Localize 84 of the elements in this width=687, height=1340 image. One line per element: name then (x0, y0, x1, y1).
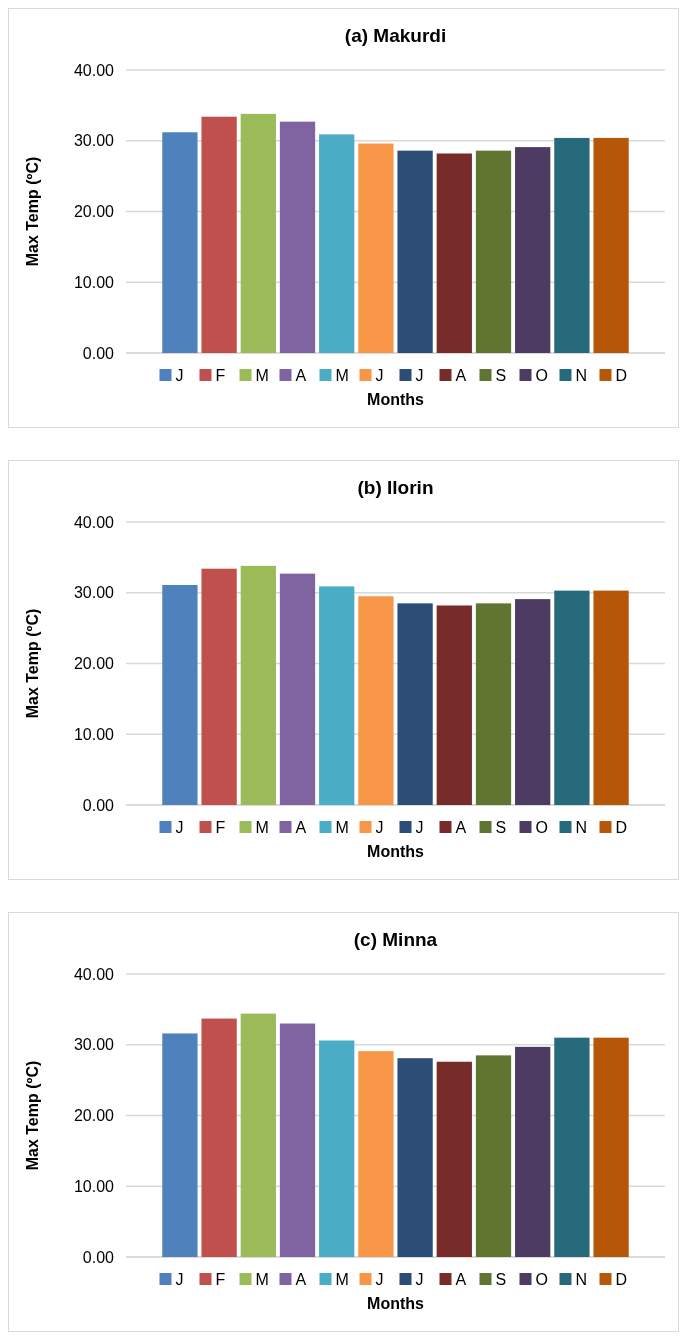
y-tick-label: 20.00 (73, 655, 115, 673)
bar (319, 1040, 355, 1257)
legend-label: A (455, 1270, 467, 1288)
y-tick-label: 40.00 (73, 965, 115, 983)
chart-title: (b) Ilorin (357, 477, 434, 498)
legend-label: S (495, 1270, 507, 1288)
y-tick-label: 40.00 (73, 61, 115, 79)
legend-label: J (175, 818, 184, 836)
y-axis-title: Max Temp (ºC) (24, 1060, 41, 1171)
y-axis-title: Max Temp (ºC) (24, 156, 41, 267)
legend-label: J (415, 1270, 424, 1288)
bar (279, 1023, 316, 1257)
legend-label: O (535, 366, 548, 384)
legend-label: M (255, 1270, 269, 1288)
bar (436, 153, 472, 353)
legend-label: J (375, 1270, 384, 1288)
bar (319, 134, 355, 353)
bar (475, 150, 512, 353)
bar (358, 143, 394, 353)
legend-label: D (615, 1270, 628, 1288)
legend-label: O (535, 1270, 548, 1288)
legend-label: J (375, 818, 384, 836)
legend-label: S (495, 818, 507, 836)
x-axis-title: Months (367, 843, 425, 860)
bar (436, 1061, 472, 1257)
x-axis-title: Months (367, 391, 425, 408)
y-tick-label: 10.00 (73, 725, 115, 743)
bar (201, 116, 237, 353)
legend-label: N (575, 1270, 588, 1288)
legend-label: N (575, 818, 588, 836)
legend-label: A (455, 366, 467, 384)
legend-label: J (415, 818, 424, 836)
bar (162, 132, 198, 353)
y-tick-label: 20.00 (73, 1107, 115, 1125)
legend-label: F (215, 366, 226, 384)
legend-label: A (295, 1270, 307, 1288)
legend-label: M (335, 818, 349, 836)
y-tick-label: 0.00 (82, 796, 115, 814)
legend-label: D (615, 366, 628, 384)
bar (593, 1037, 629, 1257)
y-tick-label: 10.00 (73, 273, 115, 291)
y-axis-title: Max Temp (ºC) (24, 608, 41, 719)
legend-label: N (575, 366, 588, 384)
bar (240, 113, 276, 353)
bar (515, 1046, 551, 1257)
y-tick-label: 10.00 (73, 1177, 115, 1195)
legend-label: A (295, 366, 307, 384)
y-tick-label: 40.00 (73, 513, 115, 531)
bar (475, 1055, 512, 1257)
legend-label: F (215, 818, 226, 836)
legend-label: A (455, 818, 467, 836)
legend-label: F (215, 1270, 226, 1288)
legend-label: M (255, 818, 269, 836)
x-axis-title: Months (367, 1295, 425, 1312)
bar (397, 1058, 433, 1257)
y-tick-label: 30.00 (73, 132, 115, 150)
legend-label: M (335, 1270, 349, 1288)
y-tick-label: 30.00 (73, 584, 115, 602)
bar (397, 150, 433, 353)
bar (515, 147, 551, 353)
legend-label: J (415, 366, 424, 384)
bar (240, 1013, 276, 1257)
bar (554, 137, 590, 353)
legend-label: J (175, 366, 184, 384)
y-tick-label: 30.00 (73, 1036, 115, 1054)
legend-label: O (535, 818, 548, 836)
chart-title: (a) Makurdi (344, 25, 447, 46)
chart-title: (c) Minna (353, 929, 438, 950)
bar (554, 1037, 590, 1257)
legend-label: J (375, 366, 384, 384)
bar (358, 1051, 394, 1257)
y-tick-label: 0.00 (82, 344, 115, 362)
legend-label: M (335, 366, 349, 384)
bar (201, 1018, 237, 1257)
y-tick-label: 0.00 (82, 1248, 115, 1266)
y-tick-label: 20.00 (73, 203, 115, 221)
legend-label: J (175, 1270, 184, 1288)
bar (593, 137, 629, 353)
legend-label: A (295, 818, 307, 836)
bar (279, 121, 316, 353)
legend-label: S (495, 366, 507, 384)
bar (162, 1033, 198, 1257)
legend-label: M (255, 366, 269, 384)
legend-label: D (615, 818, 628, 836)
